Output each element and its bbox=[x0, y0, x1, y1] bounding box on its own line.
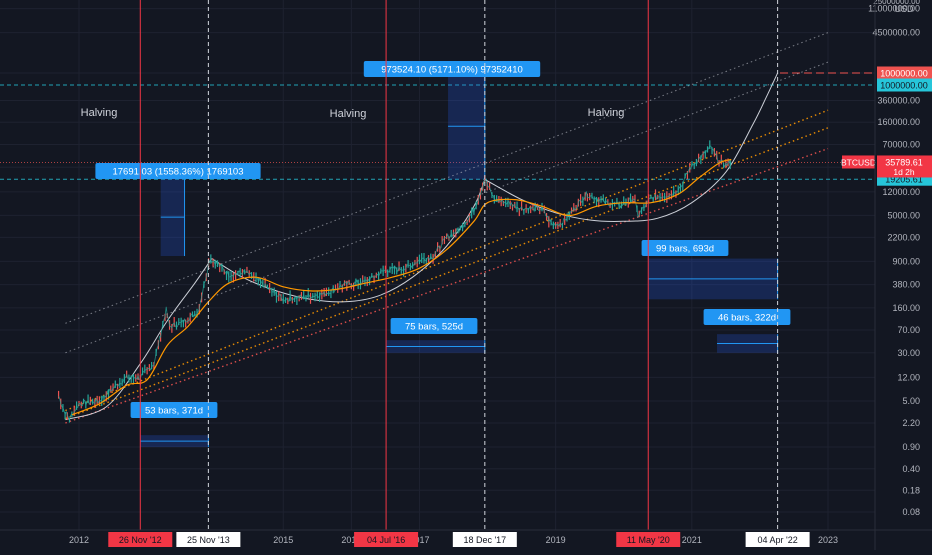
time-tag: 04 Jul '16 bbox=[367, 535, 405, 545]
trend-line bbox=[65, 32, 829, 324]
target-price-tag-bg bbox=[877, 66, 932, 80]
measure-label-bg bbox=[363, 61, 541, 77]
time-tick-label: 2017 bbox=[409, 535, 429, 545]
measure-label-bg bbox=[641, 240, 729, 256]
trend-line bbox=[65, 147, 829, 424]
time-tag-bg bbox=[108, 532, 173, 547]
halving-annotation: Halving bbox=[330, 108, 367, 120]
price-axis-bg bbox=[875, 0, 932, 550]
measure-label: 46 bars, 322d bbox=[718, 313, 776, 324]
measure-label-bg bbox=[95, 163, 261, 179]
symbol-tag-bg bbox=[842, 155, 875, 169]
measure-label: 75 bars, 525d bbox=[405, 322, 463, 333]
measure-box: 17691.03 (1558.36%) 1769103 bbox=[95, 163, 261, 257]
measure-box: 75 bars, 525d bbox=[386, 318, 486, 353]
price-tick-label: 30.00 bbox=[897, 348, 920, 358]
time-tag: 25 Nov '13 bbox=[187, 535, 230, 545]
measure-box: 99 bars, 693d bbox=[641, 240, 779, 300]
measure-label-bg bbox=[703, 309, 791, 325]
current-price-tag: 35789.61 bbox=[885, 157, 923, 167]
price-tick-label: 4500000.00 bbox=[872, 28, 920, 38]
moving-average-line bbox=[71, 158, 732, 416]
cycle-curve bbox=[211, 179, 486, 303]
time-tag: 04 Apr '22 bbox=[757, 535, 797, 545]
time-tag: 11 May '20 bbox=[627, 535, 670, 545]
measure-box: 46 bars, 322d bbox=[703, 309, 791, 353]
price-tick-label: 70000.00 bbox=[882, 139, 920, 149]
measure-label: 99 bars, 693d bbox=[656, 244, 714, 255]
currency-label: USD bbox=[894, 4, 914, 14]
price-tick-label: 5000.00 bbox=[887, 210, 920, 220]
price-tick-label: 0.18 bbox=[902, 485, 920, 495]
time-tag-bg bbox=[354, 532, 419, 547]
price-tick-label: 0.40 bbox=[902, 464, 920, 474]
price-tick-label: 900.00 bbox=[892, 256, 920, 266]
time-tag: 26 Nov '12 bbox=[119, 535, 162, 545]
price-tick-label: 5.00 bbox=[902, 396, 920, 406]
measure-label: 53 bars, 371d bbox=[145, 406, 203, 417]
cycle-curve bbox=[484, 72, 779, 222]
price-tick-label: 2200.00 bbox=[887, 232, 920, 242]
reference-price-tag: 1000000.00 bbox=[880, 81, 928, 91]
reference-price-tag: 19205.61 bbox=[885, 175, 923, 185]
price-tick-label: 0.90 bbox=[902, 442, 920, 452]
measure-box: 53 bars, 371d bbox=[130, 402, 218, 448]
measure-label-bg bbox=[130, 402, 218, 418]
time-tick-label: 2015 bbox=[273, 535, 293, 545]
price-tick-label: 25000000.00 bbox=[873, 0, 920, 6]
cycle-curve bbox=[65, 258, 213, 421]
time-tag-bg bbox=[452, 532, 517, 547]
measure-label: 17691.03 (1558.36%) 1769103 bbox=[112, 167, 243, 178]
time-tag: 18 Dec '17 bbox=[463, 535, 506, 545]
price-series bbox=[57, 140, 732, 423]
measure-label-bg bbox=[390, 318, 478, 334]
price-tick-label: 160000.00 bbox=[877, 117, 920, 127]
bar-countdown: 1d 2h bbox=[893, 167, 915, 177]
price-tick-label: 2.20 bbox=[902, 418, 920, 428]
price-tick-label: 11000000.00 bbox=[868, 4, 920, 14]
measure-box: 973524.10 (5171.10%) 97352410 bbox=[363, 61, 541, 180]
trend-line bbox=[65, 109, 829, 412]
measure-label: 973524.10 (5171.10%) 97352410 bbox=[381, 65, 523, 76]
time-tag-bg bbox=[616, 532, 681, 547]
time-tick-label: 2023 bbox=[818, 535, 838, 545]
time-tag-bg bbox=[176, 532, 241, 547]
time-tick-label: 2012 bbox=[69, 535, 89, 545]
symbol-tag: BTCUSD bbox=[841, 157, 876, 167]
price-tick-label: 12.00 bbox=[897, 372, 920, 382]
time-tick-label: 2021 bbox=[682, 535, 702, 545]
current-price-tag-bg bbox=[877, 155, 932, 178]
price-tick-label: 70.00 bbox=[897, 325, 920, 335]
trend-line bbox=[65, 61, 829, 354]
target-price-tag: 1000000.00 bbox=[880, 69, 928, 79]
halving-annotation: Halving bbox=[81, 107, 118, 119]
time-tick-label: 2019 bbox=[546, 535, 566, 545]
price-line bbox=[58, 145, 732, 421]
halving-annotation: Halving bbox=[588, 107, 625, 119]
time-tag-bg bbox=[745, 532, 810, 547]
price-tick-label: 360000.00 bbox=[877, 95, 920, 105]
price-tick-label: 0.08 bbox=[902, 507, 920, 517]
reference-price-tag-bg bbox=[877, 78, 932, 92]
price-tick-label: 12000.00 bbox=[882, 187, 920, 197]
price-tick-label: 160.00 bbox=[892, 303, 920, 313]
price-tick-label: 380.00 bbox=[892, 280, 920, 290]
time-tick-label: 2016 bbox=[341, 535, 361, 545]
